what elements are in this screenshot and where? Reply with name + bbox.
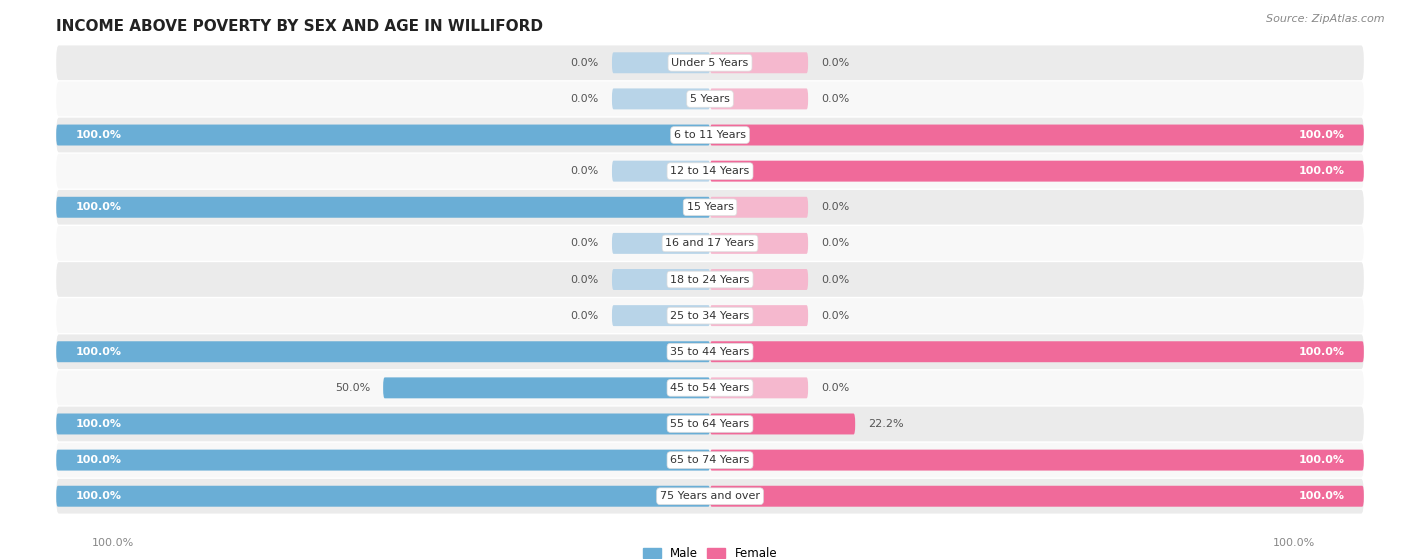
FancyBboxPatch shape (56, 443, 1364, 477)
Text: 100.0%: 100.0% (76, 455, 122, 465)
Text: 5 Years: 5 Years (690, 94, 730, 104)
FancyBboxPatch shape (612, 233, 710, 254)
FancyBboxPatch shape (710, 449, 1364, 471)
FancyBboxPatch shape (382, 377, 710, 399)
FancyBboxPatch shape (710, 53, 808, 73)
FancyBboxPatch shape (56, 190, 1364, 225)
FancyBboxPatch shape (612, 88, 710, 110)
Text: 0.0%: 0.0% (821, 58, 849, 68)
Text: 100.0%: 100.0% (1298, 455, 1344, 465)
FancyBboxPatch shape (710, 341, 1364, 362)
Text: 16 and 17 Years: 16 and 17 Years (665, 238, 755, 248)
Text: 0.0%: 0.0% (821, 383, 849, 393)
FancyBboxPatch shape (56, 414, 710, 434)
FancyBboxPatch shape (612, 53, 710, 73)
FancyBboxPatch shape (56, 118, 1364, 153)
Text: 0.0%: 0.0% (571, 311, 599, 321)
Text: 100.0%: 100.0% (1298, 166, 1344, 176)
FancyBboxPatch shape (56, 82, 1364, 116)
FancyBboxPatch shape (710, 377, 808, 399)
Text: 0.0%: 0.0% (821, 311, 849, 321)
FancyBboxPatch shape (56, 341, 710, 362)
Text: 100.0%: 100.0% (1298, 347, 1344, 357)
FancyBboxPatch shape (56, 406, 1364, 441)
Text: 0.0%: 0.0% (571, 274, 599, 285)
Text: 18 to 24 Years: 18 to 24 Years (671, 274, 749, 285)
Text: 25 to 34 Years: 25 to 34 Years (671, 311, 749, 321)
Text: 100.0%: 100.0% (1272, 538, 1315, 548)
Text: 100.0%: 100.0% (1298, 130, 1344, 140)
FancyBboxPatch shape (612, 269, 710, 290)
Text: 100.0%: 100.0% (76, 130, 122, 140)
FancyBboxPatch shape (56, 486, 710, 506)
Text: 50.0%: 50.0% (335, 383, 370, 393)
FancyBboxPatch shape (56, 197, 710, 218)
FancyBboxPatch shape (710, 269, 808, 290)
FancyBboxPatch shape (56, 154, 1364, 188)
FancyBboxPatch shape (56, 371, 1364, 405)
Text: 100.0%: 100.0% (76, 202, 122, 212)
Text: 0.0%: 0.0% (821, 238, 849, 248)
FancyBboxPatch shape (56, 125, 710, 145)
Text: 65 to 74 Years: 65 to 74 Years (671, 455, 749, 465)
Text: 6 to 11 Years: 6 to 11 Years (673, 130, 747, 140)
Text: 100.0%: 100.0% (1298, 491, 1344, 501)
Legend: Male, Female: Male, Female (638, 542, 782, 559)
Text: 0.0%: 0.0% (821, 94, 849, 104)
Text: 12 to 14 Years: 12 to 14 Years (671, 166, 749, 176)
FancyBboxPatch shape (710, 305, 808, 326)
FancyBboxPatch shape (56, 449, 710, 471)
Text: 35 to 44 Years: 35 to 44 Years (671, 347, 749, 357)
FancyBboxPatch shape (56, 262, 1364, 297)
FancyBboxPatch shape (56, 299, 1364, 333)
Text: 0.0%: 0.0% (571, 238, 599, 248)
Text: 22.2%: 22.2% (869, 419, 904, 429)
FancyBboxPatch shape (56, 45, 1364, 80)
FancyBboxPatch shape (710, 88, 808, 110)
FancyBboxPatch shape (710, 414, 855, 434)
Text: 0.0%: 0.0% (571, 58, 599, 68)
Text: Source: ZipAtlas.com: Source: ZipAtlas.com (1267, 14, 1385, 24)
FancyBboxPatch shape (710, 197, 808, 218)
Text: 100.0%: 100.0% (91, 538, 134, 548)
FancyBboxPatch shape (710, 233, 808, 254)
Text: 100.0%: 100.0% (76, 419, 122, 429)
FancyBboxPatch shape (56, 226, 1364, 260)
FancyBboxPatch shape (612, 160, 710, 182)
Text: 0.0%: 0.0% (821, 274, 849, 285)
FancyBboxPatch shape (612, 305, 710, 326)
Text: 100.0%: 100.0% (76, 491, 122, 501)
FancyBboxPatch shape (710, 160, 1364, 182)
Text: INCOME ABOVE POVERTY BY SEX AND AGE IN WILLIFORD: INCOME ABOVE POVERTY BY SEX AND AGE IN W… (56, 19, 543, 34)
Text: 100.0%: 100.0% (76, 347, 122, 357)
Text: 0.0%: 0.0% (571, 166, 599, 176)
Text: 0.0%: 0.0% (821, 202, 849, 212)
Text: Under 5 Years: Under 5 Years (672, 58, 748, 68)
Text: 55 to 64 Years: 55 to 64 Years (671, 419, 749, 429)
Text: 45 to 54 Years: 45 to 54 Years (671, 383, 749, 393)
Text: 15 Years: 15 Years (686, 202, 734, 212)
FancyBboxPatch shape (56, 479, 1364, 514)
FancyBboxPatch shape (56, 334, 1364, 369)
Text: 75 Years and over: 75 Years and over (659, 491, 761, 501)
FancyBboxPatch shape (710, 125, 1364, 145)
Text: 0.0%: 0.0% (571, 94, 599, 104)
FancyBboxPatch shape (710, 486, 1364, 506)
